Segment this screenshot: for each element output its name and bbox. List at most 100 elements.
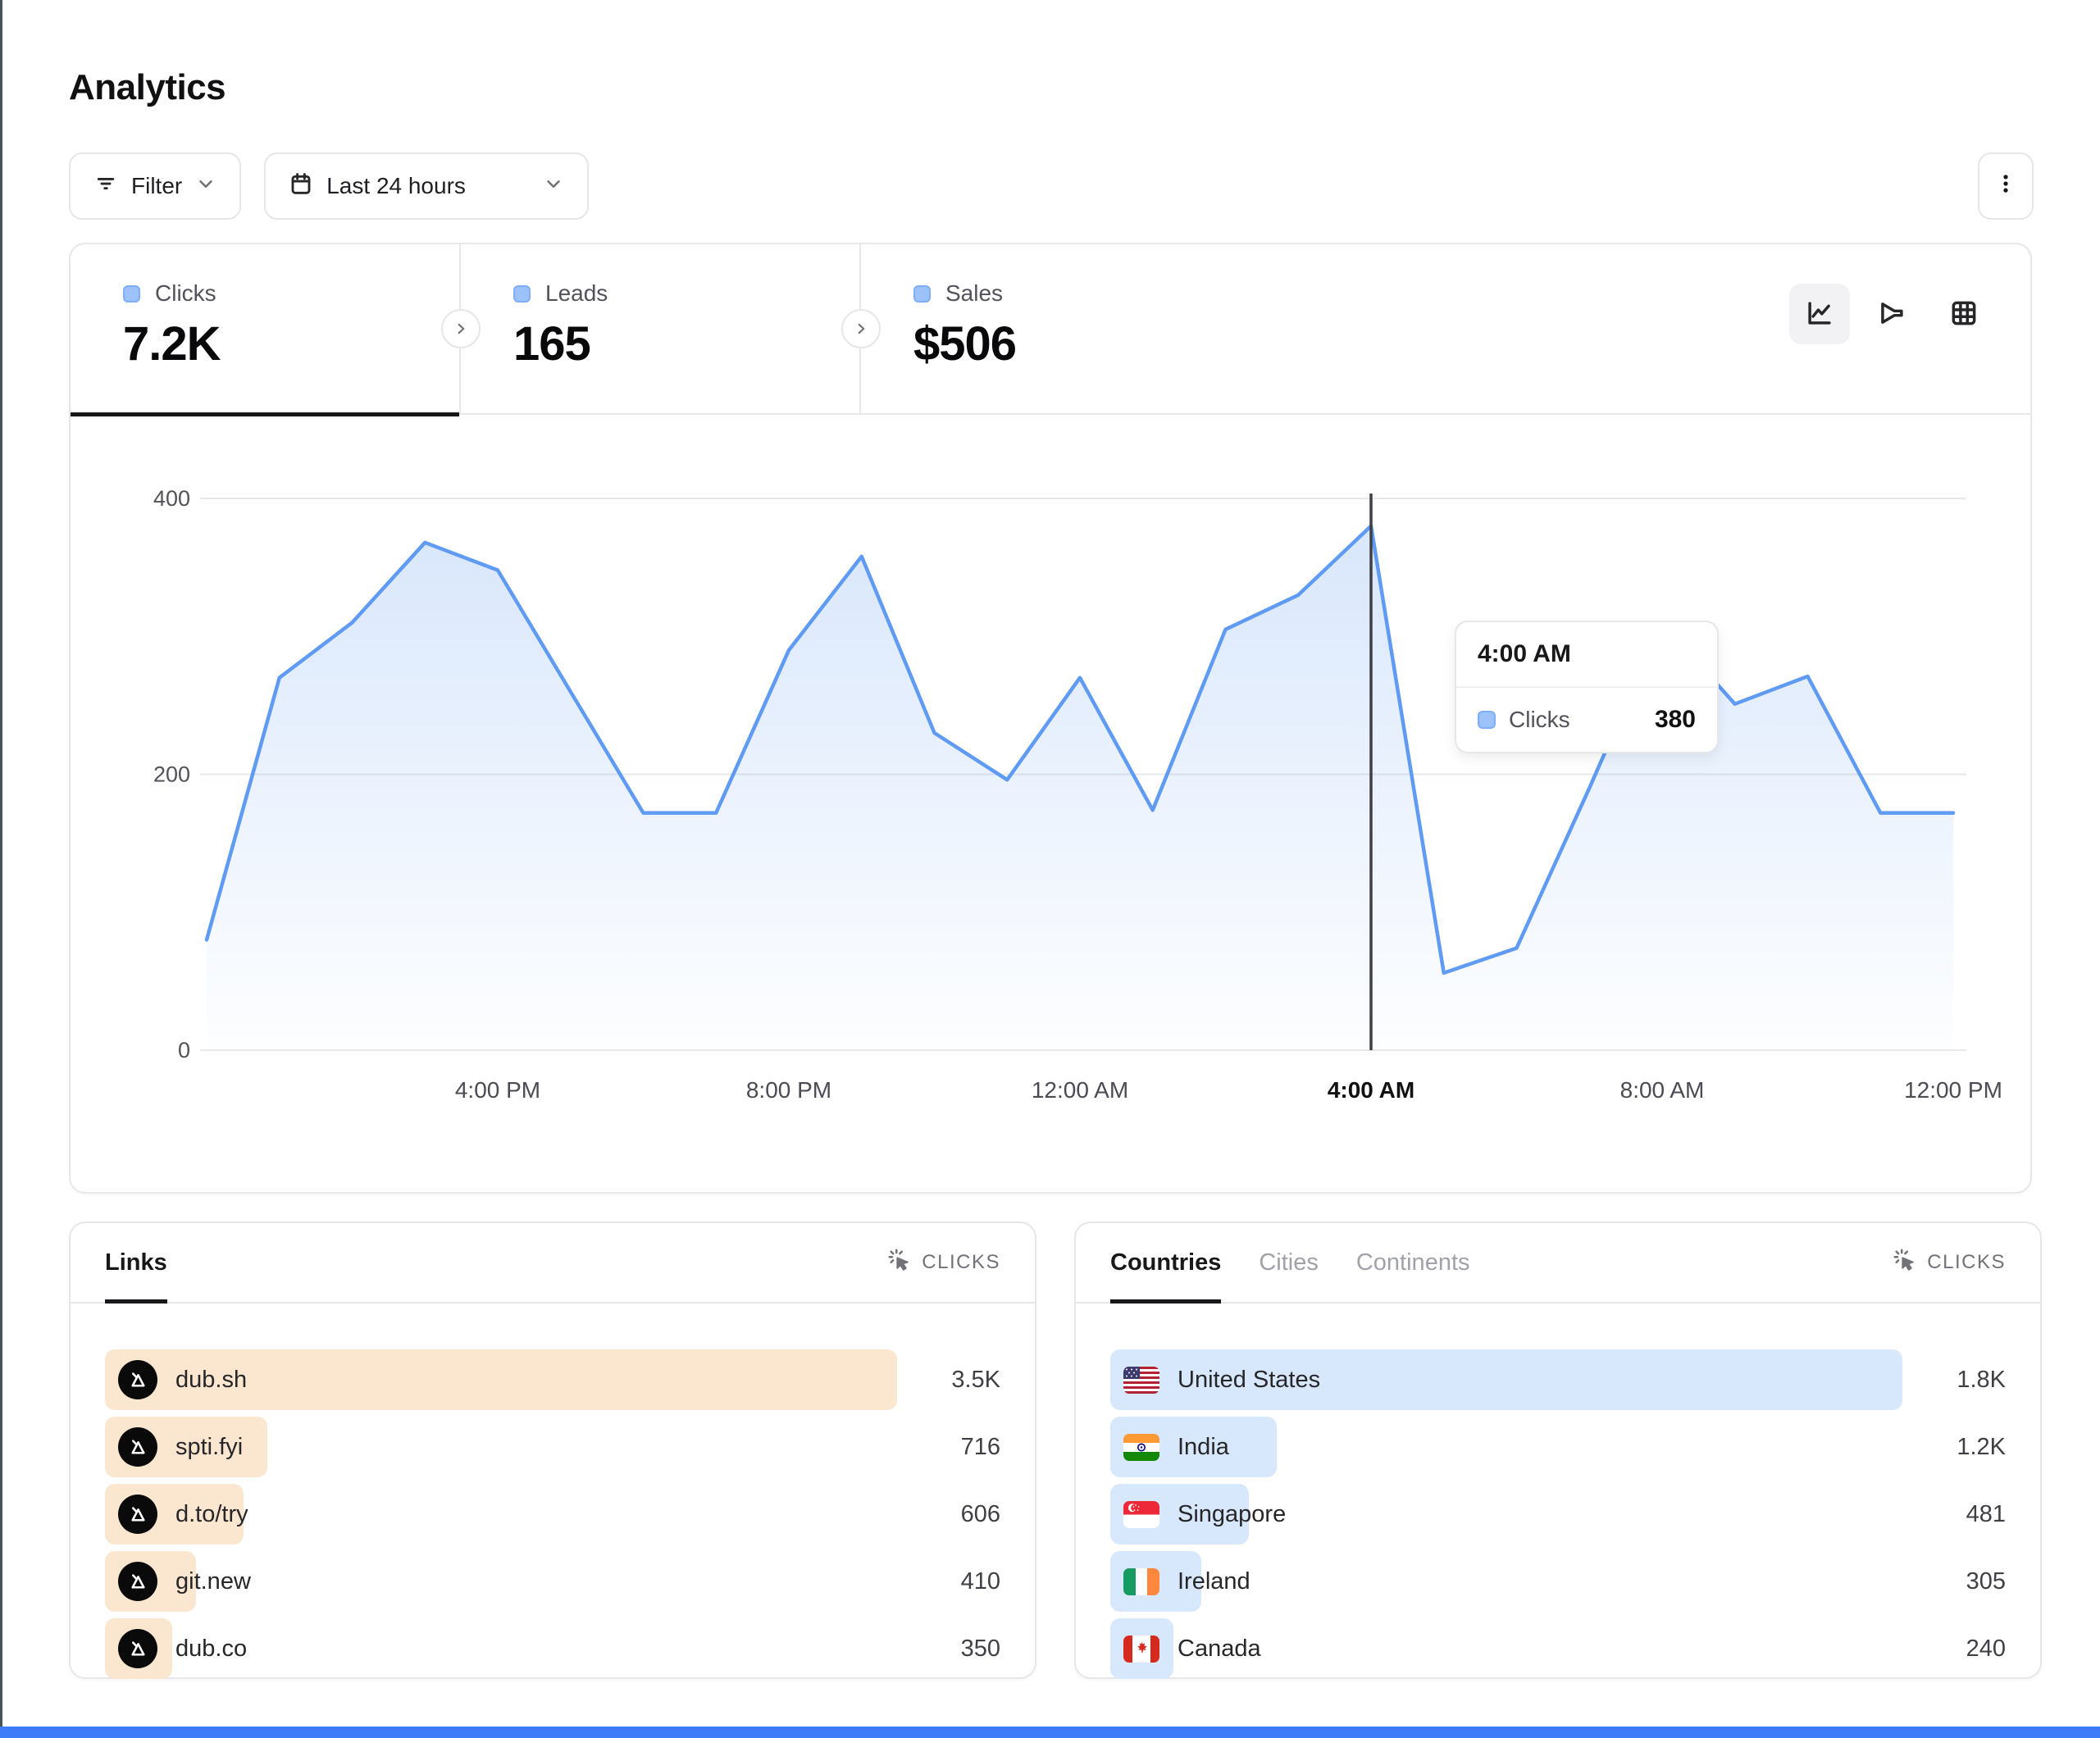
- stat-label: Sales: [945, 280, 1004, 306]
- filter-button-label: Filter: [131, 173, 183, 198]
- left-edge-divider: [0, 0, 2, 1738]
- stat-value: $506: [913, 317, 1017, 371]
- stat-tab-clicks[interactable]: Clicks 7.2K: [71, 244, 461, 416]
- stat-tab-sales[interactable]: Sales $506: [861, 244, 2030, 413]
- flag-ie-icon: [1123, 1567, 1159, 1595]
- leads-series-dot: [513, 284, 531, 303]
- row-bar: [1110, 1349, 1903, 1410]
- stat-expand-chevron[interactable]: [841, 309, 881, 348]
- bottom-accent-bar: [0, 1727, 2100, 1738]
- svg-text:400: 400: [153, 486, 190, 511]
- countries-card: Countries Cities Continents CLICKS Unite…: [1074, 1222, 2042, 1679]
- chart-view-toggles: [1789, 284, 1994, 344]
- dub-logo-icon: [118, 1427, 157, 1467]
- chevron-down-icon: [195, 173, 216, 200]
- row-value: 305: [1966, 1567, 2006, 1595]
- row-label: spti.fyi: [175, 1433, 244, 1460]
- row-value: 1.8K: [1957, 1366, 2006, 1393]
- row-label: dub.co: [175, 1635, 248, 1662]
- flag-sg-icon: [1123, 1500, 1159, 1528]
- row-label: d.to/try: [175, 1500, 248, 1527]
- row-label: dub.sh: [175, 1366, 248, 1393]
- svg-text:8:00 AM: 8:00 AM: [1620, 1077, 1705, 1103]
- svg-text:0: 0: [178, 1038, 190, 1062]
- filter-icon: [93, 171, 118, 202]
- row-value: 1.2K: [1957, 1433, 2006, 1460]
- country-row[interactable]: India 1.2K: [1110, 1417, 2006, 1477]
- links-card: Links CLICKS dub.sh 3.5K spti.fyi 716 d.to/t…: [69, 1222, 1036, 1679]
- link-row[interactable]: dub.co 350: [105, 1618, 1000, 1679]
- svg-text:12:00 PM: 12:00 PM: [1904, 1077, 2002, 1103]
- date-range-label: Last 24 hours: [326, 173, 466, 198]
- country-row[interactable]: United States 1.8K: [1110, 1349, 2006, 1410]
- date-range-button[interactable]: Last 24 hours: [264, 152, 590, 220]
- stat-tab-leads[interactable]: Leads 165: [461, 244, 861, 413]
- row-label: United States: [1178, 1366, 1321, 1393]
- link-row[interactable]: d.to/try 606: [105, 1484, 1000, 1545]
- row-label: Ireland: [1178, 1567, 1250, 1595]
- page-title: Analytics: [69, 67, 226, 107]
- stat-label: Leads: [545, 280, 608, 306]
- svg-text:4:00 PM: 4:00 PM: [455, 1077, 540, 1103]
- cursor-click-icon: [887, 1248, 912, 1278]
- row-label: India: [1178, 1433, 1229, 1460]
- line-chart-icon: [1804, 298, 1835, 331]
- row-value: 481: [1966, 1500, 2006, 1527]
- tab-continents[interactable]: Continents: [1355, 1249, 1470, 1276]
- svg-text:4:00 AM: 4:00 AM: [1328, 1077, 1414, 1103]
- link-row[interactable]: dub.sh 3.5K: [105, 1349, 1000, 1410]
- stat-expand-chevron[interactable]: [441, 309, 481, 348]
- tooltip-time: 4:00 AM: [1456, 622, 1717, 688]
- row-label: Canada: [1178, 1635, 1261, 1662]
- funnel-icon: [1876, 298, 1907, 331]
- stat-value: 165: [513, 317, 591, 371]
- metric-label: CLICKS: [1927, 1251, 2006, 1273]
- link-row[interactable]: spti.fyi 716: [105, 1417, 1000, 1477]
- link-row[interactable]: git.new 410: [105, 1551, 1000, 1612]
- filter-button[interactable]: Filter: [69, 152, 242, 220]
- stat-value: 7.2K: [123, 317, 221, 371]
- svg-text:8:00 PM: 8:00 PM: [746, 1077, 831, 1103]
- chevron-down-icon: [543, 173, 564, 200]
- dub-logo-icon: [118, 1495, 157, 1534]
- calendar-icon: [289, 171, 313, 202]
- analytics-chart-card: Clicks 7.2K Leads 165 Sales $: [69, 243, 2032, 1194]
- row-value: 3.5K: [951, 1366, 1000, 1393]
- country-row[interactable]: Ireland 305: [1110, 1551, 2006, 1612]
- countries-list: United States 1.8K India 1.2K Singapore 481 Ir…: [1076, 1304, 2040, 1679]
- toolbar: Filter Last 24 hours: [69, 152, 2034, 220]
- svg-text:12:00 AM: 12:00 AM: [1032, 1077, 1128, 1103]
- countries-metric-header[interactable]: CLICKS: [1893, 1248, 2006, 1278]
- clicks-series-dot: [1478, 711, 1496, 729]
- clicks-series-dot: [123, 284, 140, 303]
- flag-ca-icon: [1123, 1635, 1159, 1663]
- more-options-button[interactable]: [1978, 152, 2034, 220]
- tab-countries[interactable]: Countries: [1110, 1223, 1222, 1304]
- country-row[interactable]: Canada 240: [1110, 1618, 2006, 1679]
- tooltip-value: 380: [1654, 706, 1696, 733]
- row-label: git.new: [175, 1567, 251, 1595]
- metric-label: CLICKS: [922, 1251, 1000, 1273]
- stat-label: Clicks: [155, 280, 216, 306]
- tab-cities[interactable]: Cities: [1259, 1249, 1319, 1276]
- cursor-click-icon: [1893, 1248, 1917, 1278]
- chart-tooltip: 4:00 AM Clicks 380: [1455, 621, 1719, 753]
- svg-text:200: 200: [153, 762, 190, 787]
- kebab-menu-icon: [1993, 171, 2018, 202]
- tab-links[interactable]: Links: [105, 1223, 167, 1304]
- flag-us-icon: [1123, 1366, 1159, 1394]
- row-value: 410: [960, 1567, 1000, 1595]
- clicks-area-chart[interactable]: 0 200 400 4:00 PM 8:00 PM 12:00 AM 4:00 AM 8:00…: [71, 415, 2030, 1192]
- dub-logo-icon: [118, 1562, 157, 1601]
- dub-logo-icon: [118, 1629, 157, 1668]
- country-row[interactable]: Singapore 481: [1110, 1484, 2006, 1545]
- row-value: 606: [960, 1500, 1000, 1527]
- links-metric-header[interactable]: CLICKS: [887, 1248, 1000, 1278]
- row-label: Singapore: [1178, 1500, 1287, 1527]
- funnel-view-button[interactable]: [1861, 284, 1922, 344]
- row-value: 240: [1966, 1635, 2006, 1662]
- tooltip-series-label: Clicks: [1509, 707, 1570, 732]
- table-view-button[interactable]: [1934, 284, 1994, 344]
- line-chart-view-button[interactable]: [1789, 284, 1850, 344]
